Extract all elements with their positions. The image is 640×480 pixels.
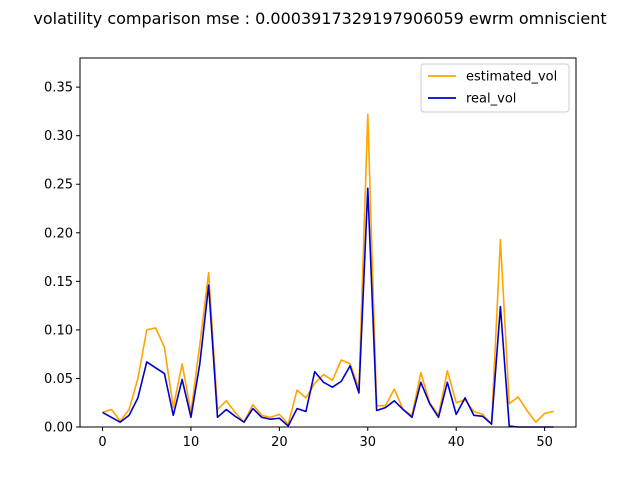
legend: estimated_vol real_vol: [420, 63, 570, 113]
x-tick-label: 40: [448, 435, 465, 450]
x-tick-label: 10: [183, 435, 200, 450]
y-tick-label: 0.25: [44, 178, 73, 193]
series-line-real-vol: [102, 187, 554, 428]
y-tick-label: 0.20: [44, 226, 73, 241]
y-tick-label: 0.30: [44, 129, 73, 144]
x-tick-label: 0: [98, 435, 106, 450]
y-axis: 0.00 0.05 0.10 0.15 0.20 0.25 0.30 0.35: [44, 81, 80, 436]
legend-label-real-vol: real_vol: [466, 92, 516, 107]
x-tick-label: 50: [536, 435, 553, 450]
axes-frame: [79, 57, 577, 428]
series-line-estimated-vol: [102, 113, 554, 425]
x-tick-label: 30: [360, 435, 377, 450]
chart-title: volatility comparison mse : 0.0003917329…: [33, 9, 606, 28]
y-tick-label: 0.10: [44, 323, 73, 338]
series-layer: [102, 113, 554, 428]
y-tick-label: 0.00: [44, 421, 73, 436]
y-tick-label: 0.15: [44, 275, 73, 290]
legend-box: [420, 63, 570, 113]
x-tick-label: 20: [271, 435, 288, 450]
x-axis: 0 10 20 30 40 50: [98, 427, 553, 450]
y-tick-label: 0.35: [44, 81, 73, 96]
y-tick-label: 0.05: [44, 372, 73, 387]
legend-label-estimated-vol: estimated_vol: [466, 70, 557, 85]
